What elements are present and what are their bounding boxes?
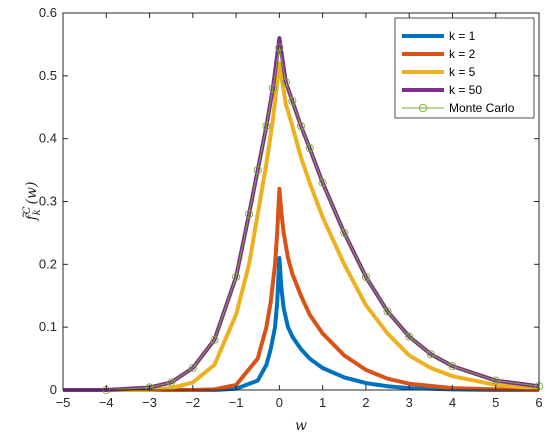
series-line-4 [106,47,540,391]
legend-label-0: k = 1 [449,29,476,43]
monte-carlo-marker [232,272,241,281]
y-axis-label-main: f̃ [22,212,40,221]
x-tick-label: 0 [276,395,283,410]
monte-carlo-marker [318,178,327,187]
svg-text:f̃kC(w): f̃kC(w) [22,182,43,222]
x-axis-label: w [295,418,307,434]
monte-carlo-marker [383,307,392,316]
marker-layer [102,43,544,395]
y-axis-label: f̃kC(w) [22,182,43,222]
y-tick-label: 0.1 [39,319,57,334]
x-tick-label: 3 [406,395,413,410]
legend-marker [418,103,428,113]
y-axis-label-super: C [22,206,33,214]
monte-carlo-marker [167,378,176,387]
legend-label-3: k = 50 [449,83,482,97]
monte-carlo-marker [305,144,314,153]
y-tick-label: 0.6 [39,5,57,20]
legend: k = 1 k = 2 k = 5 k = 50 Monte Carlo [394,17,535,119]
x-tick-label: 2 [362,395,369,410]
x-tick-label: −4 [99,395,114,410]
monte-carlo-marker [253,166,262,175]
x-tick-label: −3 [142,395,157,410]
series-line-2 [63,61,540,392]
monte-carlo-marker [448,362,457,371]
monte-carlo-marker [145,383,154,392]
monte-carlo-marker [268,84,277,93]
monte-carlo-marker [296,122,306,131]
y-tick-label: 0.4 [39,131,57,146]
x-tick-label: −2 [185,395,200,410]
monte-carlo-marker [245,210,254,219]
series-line-1 [63,186,540,392]
monte-carlo-marker [188,363,197,373]
x-tick-label: 4 [449,395,456,410]
x-tick-label: 1 [319,395,326,410]
x-tick-label: 6 [535,395,542,410]
monte-carlo-marker [288,96,297,106]
monte-carlo-marker [340,228,349,237]
monte-carlo-marker [405,332,414,341]
monte-carlo-marker [426,350,435,359]
y-tick-label: 0.5 [39,68,57,83]
y-axis-label-sub: k [32,209,43,215]
x-tick-label: −5 [56,395,71,410]
monte-carlo-marker [361,272,370,281]
x-tick-label: 5 [492,395,499,410]
monte-carlo-marker [262,122,271,131]
monte-carlo-marker [491,376,500,385]
y-tick-label: 0.3 [39,194,57,209]
legend-label-4: Monte Carlo [449,101,515,115]
y-tick-label: 0 [50,382,57,397]
monte-carlo-marker [210,335,219,344]
monte-carlo-marker [275,43,284,52]
series-line-0 [63,256,539,392]
monte-carlo-marker [281,78,290,87]
tick-layer: −5 −4 −3 −2 −1 0 1 2 3 4 5 6 0 0.1 0.2 0.3 0.4 0.5 0.6 [39,5,543,410]
legend-label-1: k = 2 [449,47,476,61]
x-tick-label: −1 [229,395,244,410]
y-axis-label-arg: (w) [24,182,40,205]
legend-label-2: k = 5 [449,65,476,79]
y-tick-label: 0.2 [39,256,57,271]
